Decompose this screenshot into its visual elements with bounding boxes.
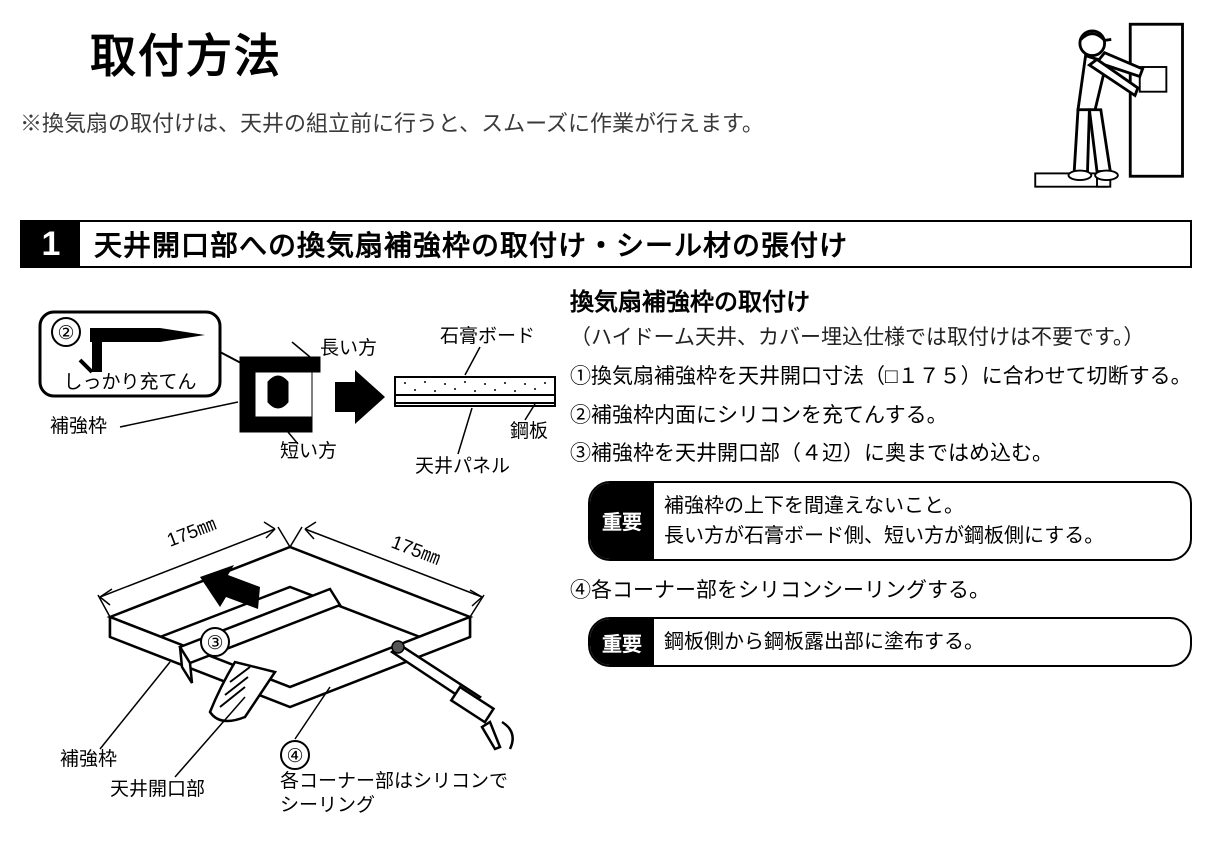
header-row: 取付方法 ※換気扇の取付けは、天井の組立前に行うと、スムーズに作業が行えます。 (20, 10, 1192, 200)
important-box-2: 重要 鋼板側から鋼板露出部に塗布する。 (588, 617, 1192, 667)
section-1-content: ② しっかり充てん 長い方 短い方 補強枠 (20, 282, 1192, 832)
text-column: 換気扇補強枠の取付け （ハイドーム天井、カバー埋込仕様では取付けは不要です。） … (570, 282, 1192, 832)
step-4: ④各コーナー部をシリコンシーリングする。 (570, 575, 1192, 608)
d2-label-hokyowaku: 補強枠 (60, 748, 117, 770)
step-3: ③補強枠を天井開口部（４辺）に奥まではめ込む。 (570, 438, 1192, 471)
important-label-2: 重要 (590, 619, 654, 665)
label-tenjopanel: 天井パネル (415, 455, 510, 477)
diagram-1: ② しっかり充てん 長い方 短い方 補強枠 (20, 282, 560, 482)
label-sekkou: 石膏ボード (440, 324, 535, 347)
section-1-header: 1 天井開口部への換気扇補強枠の取付け・シール材の張付け (20, 220, 1192, 268)
label-mijikai: 短い方 (280, 440, 337, 462)
worker-illustration (1002, 10, 1192, 200)
important-box-1: 重要 補強枠の上下を間違えないこと。長い方が石膏ボード側、短い方が鋼板側にする。 (588, 481, 1192, 561)
section-title: 天井開口部への換気扇補強枠の取付け・シール材の張付け (80, 222, 848, 266)
label-kouhan: 鋼板 (510, 420, 548, 442)
d2-num4: ④ (286, 746, 303, 767)
header-text: 取付方法 ※換気扇の取付けは、天井の組立前に行うと、スムーズに作業が行えます。 (20, 10, 1002, 156)
d2-dim1: 175㎜ (164, 514, 219, 552)
intro-note: ※換気扇の取付けは、天井の組立前に行うと、スムーズに作業が行えます。 (20, 106, 1002, 138)
important-text-2: 鋼板側から鋼板露出部に塗布する。 (654, 619, 1190, 665)
step-2: ②補強枠内面にシリコンを充てんする。 (570, 400, 1192, 433)
label-hokyowaku: 補強枠 (50, 415, 107, 437)
diagram-2: ③ 175㎜ 175㎜ (20, 487, 560, 827)
step-1: ①換気扇補強枠を天井開口寸法（□１７５）に合わせて切断する。 (570, 361, 1192, 394)
section-number: 1 (22, 222, 80, 266)
label-nagai: 長い方 (320, 337, 377, 359)
paren-note: （ハイドーム天井、カバー埋込仕様では取付けは不要です。） (570, 321, 1192, 351)
d2-corner-l2: シーリング (280, 794, 375, 816)
d2-corner-l1: 各コーナー部はシリコンで (280, 770, 508, 792)
diagram-column: ② しっかり充てん 長い方 短い方 補強枠 (20, 282, 560, 832)
important-label: 重要 (590, 483, 654, 559)
sub-heading: 換気扇補強枠の取付け (570, 282, 1192, 317)
page-title: 取付方法 (90, 20, 1002, 86)
d2-num3: ③ (206, 633, 223, 654)
d2-label-kaiko: 天井開口部 (110, 778, 205, 800)
callout-num: ② (57, 323, 74, 344)
callout-text: しっかり充てん (63, 371, 196, 393)
important-text: 補強枠の上下を間違えないこと。長い方が石膏ボード側、短い方が鋼板側にする。 (654, 483, 1190, 559)
